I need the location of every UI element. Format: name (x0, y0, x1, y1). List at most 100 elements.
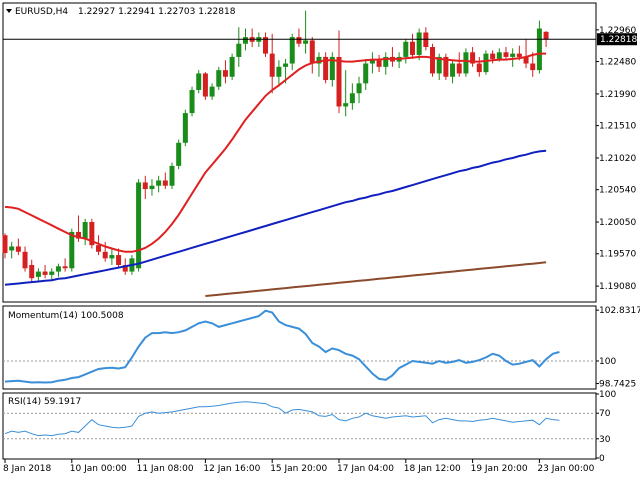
candle-body (403, 41, 409, 57)
price-tick-label: 1.21020 (599, 154, 636, 164)
rsi-line (4, 401, 560, 437)
candle-body (2, 235, 8, 254)
candle-body (323, 56, 329, 81)
moving-average-red (4, 52, 547, 253)
price-panel-frame (2, 2, 597, 303)
candle-body (296, 37, 302, 44)
symbol-label: EURUSD,H4 (15, 7, 68, 17)
candle-body (316, 56, 322, 64)
candle-body (236, 43, 242, 57)
candle-body (156, 180, 162, 186)
candle-body (356, 83, 362, 94)
candle-body (42, 271, 48, 275)
candle-body (149, 185, 155, 190)
candle-body (483, 53, 489, 73)
candle-body (503, 52, 509, 57)
candle-body (303, 40, 309, 44)
candle-body (229, 56, 235, 77)
candle-body (142, 182, 148, 190)
candle-body (196, 73, 202, 90)
x-axis-label: 8 Jan 2018 (3, 464, 51, 474)
candle-body (176, 142, 182, 166)
candle-body (456, 63, 462, 74)
candle-body (436, 56, 442, 74)
candle-body (363, 63, 369, 84)
candle-body (202, 73, 208, 97)
candle-body (75, 231, 81, 239)
x-axis-label: 19 Jan 20:00 (471, 464, 528, 474)
candle-body (336, 56, 342, 107)
collapse-triangle-icon[interactable] (6, 9, 12, 13)
candle-body (116, 255, 122, 265)
candle-body (369, 60, 375, 64)
candle-body (470, 52, 476, 64)
candle-body (189, 89, 195, 114)
candle-body (283, 63, 289, 67)
rsi-tick-label: 70 (599, 409, 611, 419)
price-tick-label: 1.21990 (599, 90, 636, 100)
candle-body (9, 246, 15, 251)
candle-body (209, 86, 215, 97)
candle-body (423, 32, 429, 48)
current-price-label: 1.22818 (600, 35, 637, 45)
candle-body (376, 60, 382, 67)
candle-body (536, 28, 542, 71)
x-axis-label: 12 Jan 16:00 (203, 464, 260, 474)
candle-body (496, 52, 502, 59)
x-axis-label: 10 Jan 00:00 (70, 464, 127, 474)
price-tick-label: 1.21510 (599, 122, 636, 132)
candle-body (96, 245, 102, 252)
candle-body (49, 271, 55, 275)
rsi-tick-label: 0 (599, 454, 605, 464)
ohlc-values: 1.22927 1.22941 1.22703 1.22818 (78, 7, 236, 17)
candle-body (136, 182, 142, 269)
candle-body (383, 56, 389, 67)
x-axis-label: 17 Jan 04:00 (337, 464, 394, 474)
candle-body (530, 63, 536, 71)
price-tick-label: 1.19080 (599, 282, 636, 292)
momentum-title: Momentum(14) 100.5008 (8, 311, 124, 321)
x-axis-label: 23 Jan 00:00 (537, 464, 594, 474)
candle-body (29, 264, 35, 279)
candle-body (263, 37, 269, 54)
candle-body (289, 37, 295, 64)
moving-average-blue (4, 149, 547, 286)
candle-body (162, 180, 168, 186)
momentum-tick-label: 100 (599, 357, 616, 367)
candle-body (89, 222, 95, 246)
candle-body (69, 231, 75, 269)
candle-body (450, 63, 456, 77)
candle-body (409, 41, 415, 55)
rsi-title: RSI(14) 59.1917 (8, 397, 81, 407)
candle-body (543, 31, 549, 40)
rsi-tick-label: 100 (599, 390, 616, 400)
candle-body (309, 40, 315, 64)
candle-body (15, 246, 21, 252)
candle-body (430, 47, 436, 74)
candle-body (109, 255, 115, 259)
candle-body (62, 266, 68, 269)
candle-body (276, 66, 282, 77)
price-tick-label: 1.20050 (599, 218, 636, 228)
candle-body (269, 53, 275, 77)
candle-body (516, 53, 522, 57)
x-axis-label: 15 Jan 20:00 (270, 464, 327, 474)
current-price-tag (597, 33, 637, 46)
x-axis-label: 18 Jan 12:00 (404, 464, 461, 474)
momentum-tick-label: 98.7425 (599, 380, 636, 390)
price-tick-label: 1.22480 (599, 58, 636, 68)
momentum-tick-label: 102.8317 (599, 306, 640, 316)
candle-body (242, 37, 248, 44)
candlesticks (2, 10, 549, 282)
candle-body (82, 222, 88, 239)
price-tick-label: 1.22960 (599, 26, 636, 36)
momentum-panel-frame (2, 305, 597, 390)
candle-body (222, 70, 228, 77)
candle-body (349, 93, 355, 104)
x-axis-label: 11 Jan 08:00 (137, 464, 194, 474)
candle-body (122, 264, 128, 272)
candle-body (490, 53, 496, 59)
candle-body (216, 70, 222, 87)
rsi-panel-frame (2, 392, 597, 460)
